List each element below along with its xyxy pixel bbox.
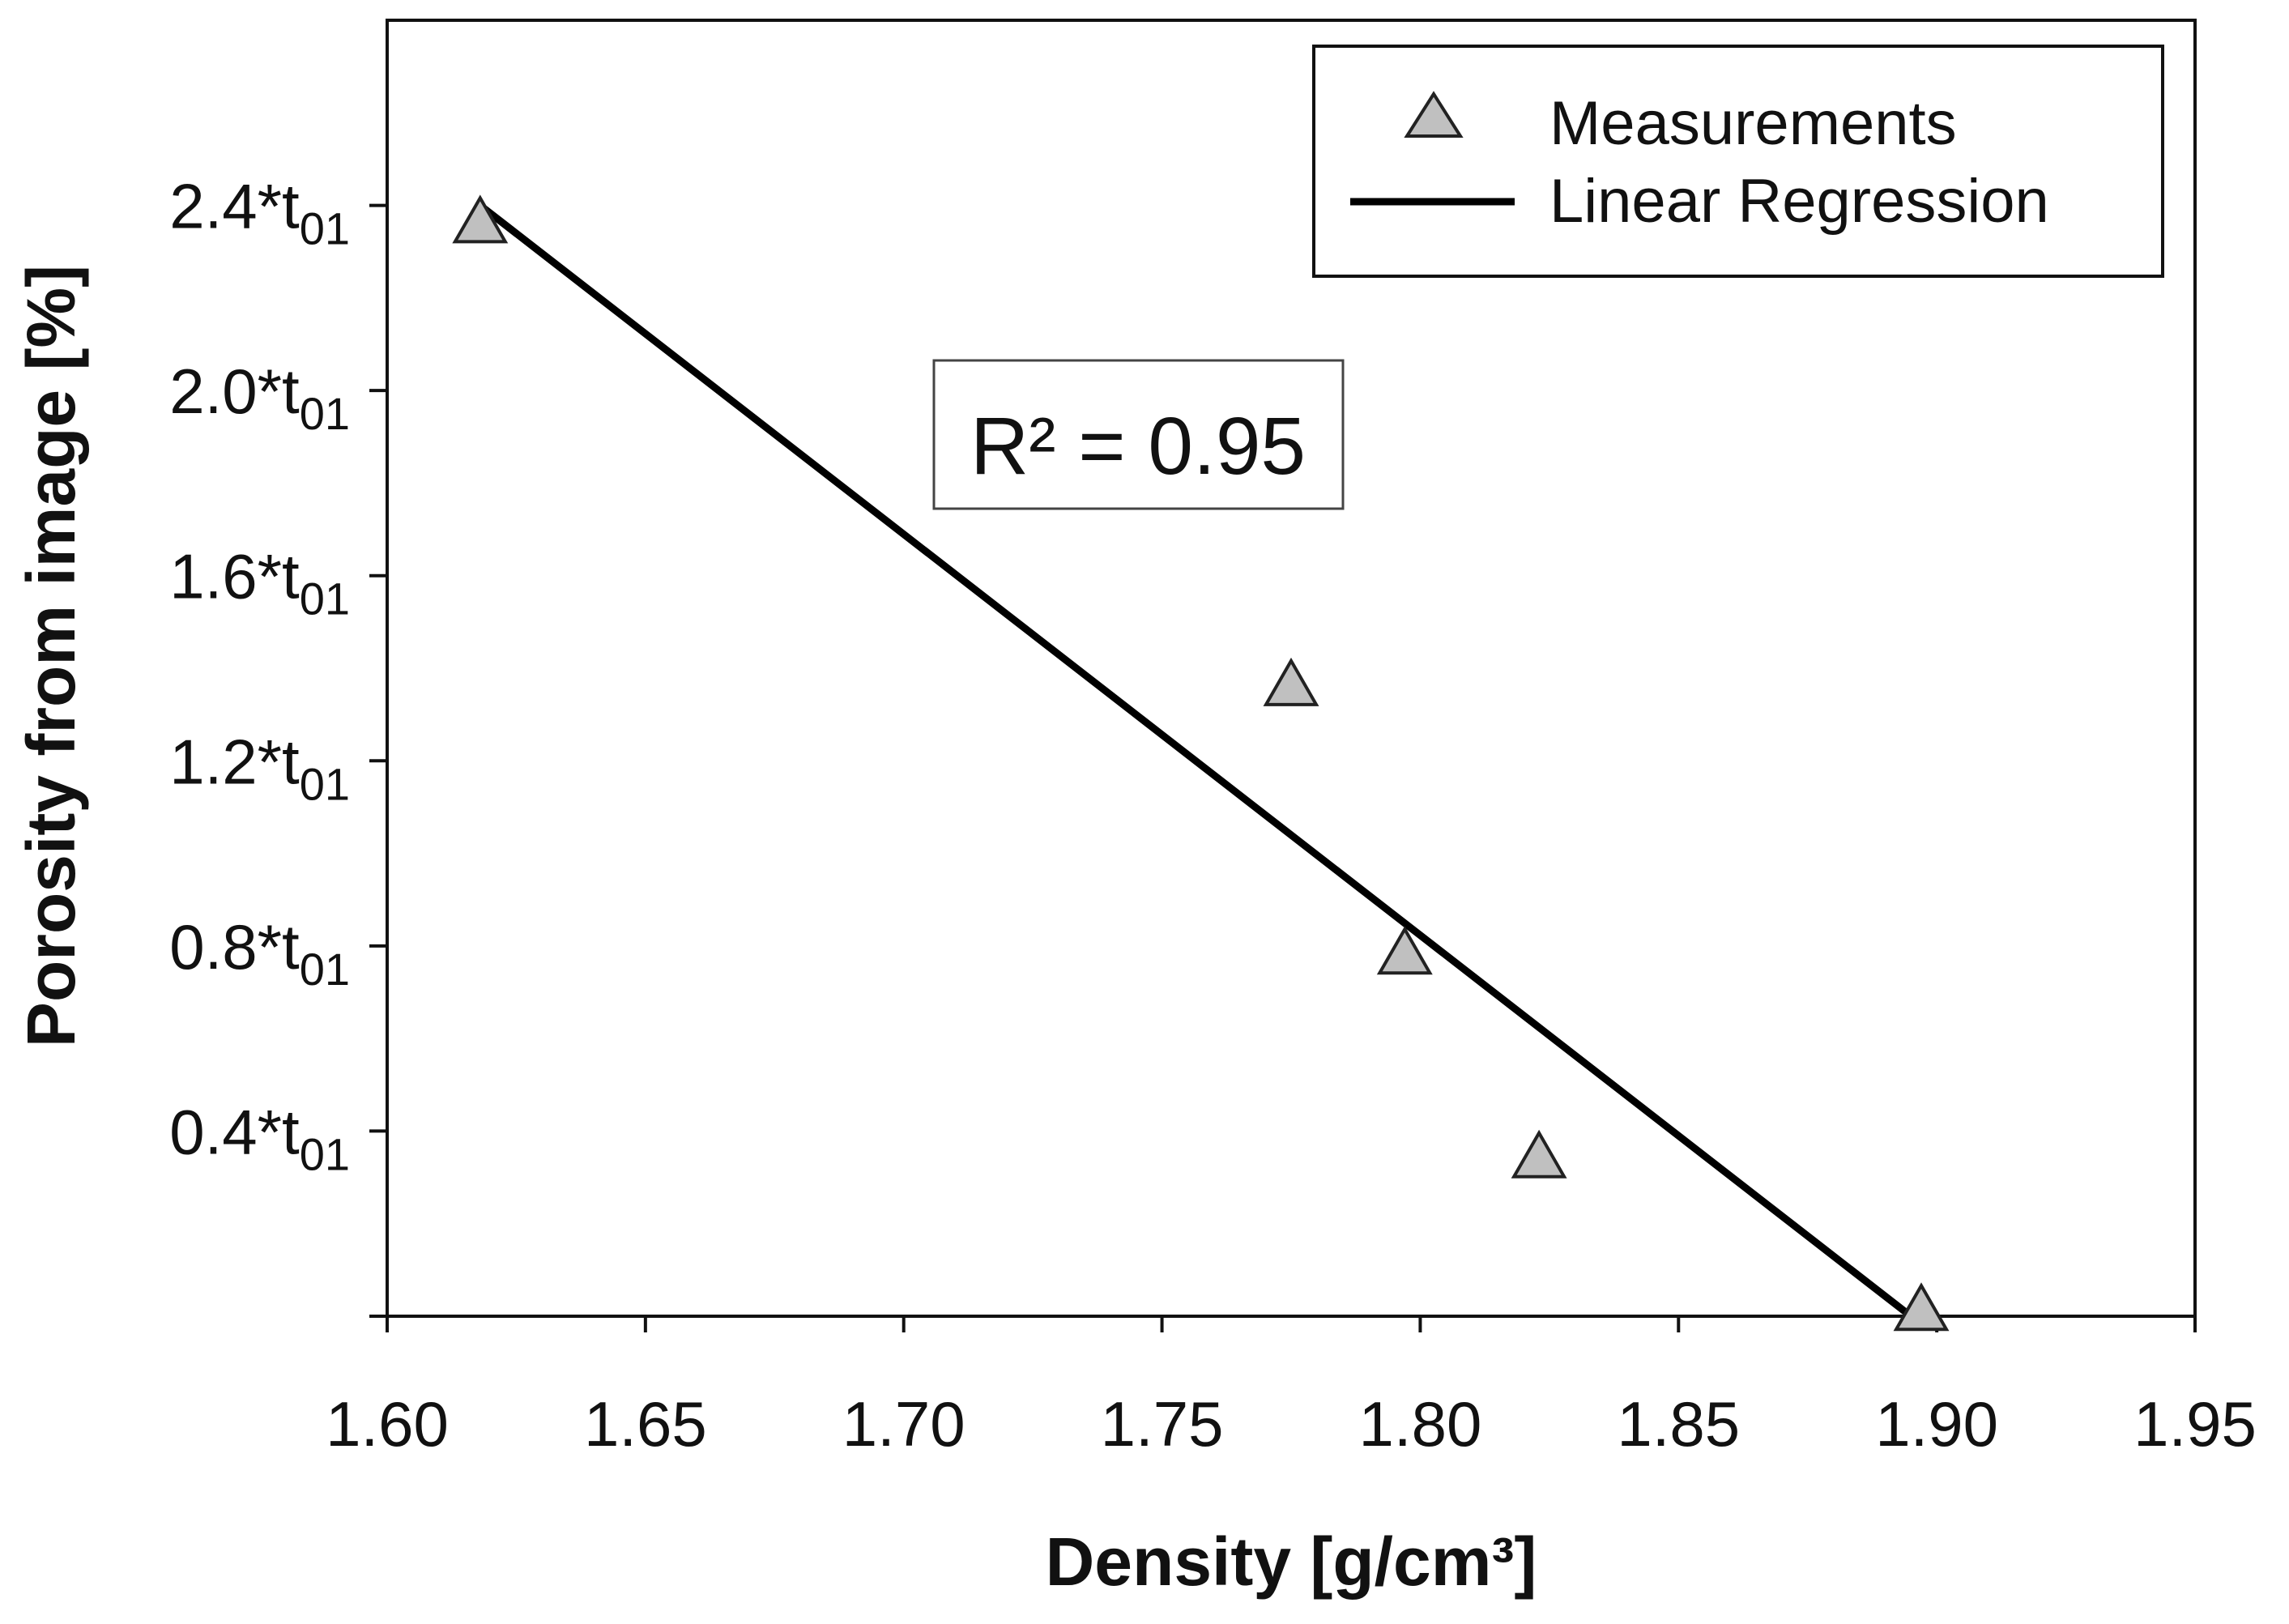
legend: Measurements Linear Regression xyxy=(1312,45,2164,278)
x-tick-label: 1.65 xyxy=(584,1388,707,1460)
legend-measurements-symbol xyxy=(1404,91,1464,138)
measurement-point xyxy=(1263,657,1319,706)
r-squared-annotation: R² = 0.95 xyxy=(932,359,1345,510)
x-tick-label: 1.80 xyxy=(1359,1388,1482,1460)
measurement-markers xyxy=(452,194,1950,1332)
measurement-point xyxy=(452,194,509,244)
y-tick-label: 1.2*t01 xyxy=(169,726,350,809)
measurement-point xyxy=(1511,1129,1567,1179)
y-tick-label: 0.4*t01 xyxy=(169,1096,350,1179)
x-tick-label: 1.60 xyxy=(326,1388,449,1460)
y-tick-labels: 0.4*t01 0.8*t01 1.2*t01 1.6*t01 2.0*t01 2.4*t… xyxy=(169,171,350,1180)
annotation-text: R² = 0.95 xyxy=(970,401,1306,492)
axis-ticks xyxy=(369,203,2197,1332)
x-tick-label: 1.70 xyxy=(842,1388,965,1460)
y-axis-title: Porosity from image [%] xyxy=(13,265,89,1047)
y-tick-label: 2.4*t01 xyxy=(169,171,350,254)
measurement-point xyxy=(1893,1282,1950,1332)
annotation-box xyxy=(932,359,1345,510)
x-axis-title: Density [g/cm³] xyxy=(1046,1524,1537,1600)
x-tick-label: 1.90 xyxy=(1875,1388,1998,1460)
x-tick-labels: 1.60 1.65 1.70 1.75 1.80 1.85 1.90 1.95 xyxy=(326,1388,2257,1460)
legend-box xyxy=(1312,45,2164,278)
x-tick-label: 1.95 xyxy=(2133,1388,2257,1460)
plot-area-frame xyxy=(386,19,2197,1318)
x-tick-label: 1.85 xyxy=(1617,1388,1740,1460)
legend-regression-label: Linear Regression xyxy=(1549,167,2049,236)
y-tick-label: 1.6*t01 xyxy=(169,541,350,624)
x-tick-label: 1.75 xyxy=(1101,1388,1224,1460)
regression-line xyxy=(478,202,1914,1319)
measurement-point xyxy=(1376,926,1433,975)
y-tick-label: 0.8*t01 xyxy=(169,911,350,995)
legend-measurements-label: Measurements xyxy=(1549,89,1957,158)
y-tick-label: 2.0*t01 xyxy=(169,356,350,439)
